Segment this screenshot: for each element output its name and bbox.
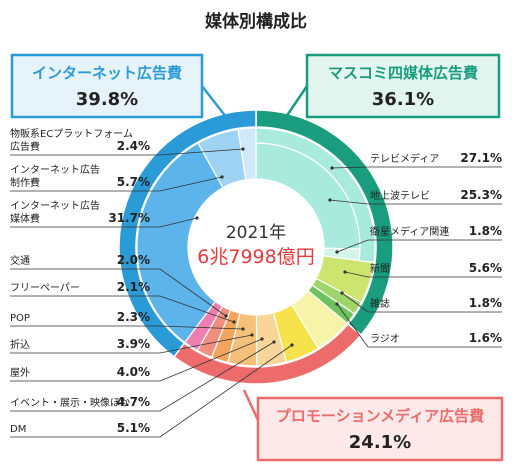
right-leader-dot bbox=[335, 302, 339, 306]
left-leader-line bbox=[10, 325, 244, 330]
left-leader-line bbox=[10, 334, 253, 354]
right-label-value: 25.3% bbox=[460, 188, 502, 202]
right-leader-line bbox=[341, 292, 502, 313]
left-label-value: 4.7% bbox=[117, 395, 150, 409]
callout-box-mass bbox=[305, 53, 501, 119]
donut-rings bbox=[118, 109, 394, 385]
right-label-text: テレビメディア bbox=[370, 152, 439, 165]
right-label-text: 衛星メディア関連 bbox=[370, 225, 449, 238]
right-label-value: 1.8% bbox=[469, 296, 502, 310]
right-leader-line bbox=[331, 166, 502, 169]
callout-name-promo: プロモーションメディア広告費 bbox=[276, 407, 484, 425]
left-label-text: POP bbox=[10, 313, 30, 324]
callout-value-internet: 39.8% bbox=[76, 89, 138, 110]
left-leader-line bbox=[10, 217, 198, 228]
callout-value-mass: 36.1% bbox=[372, 89, 434, 110]
callout-box-promo bbox=[256, 396, 504, 462]
category-callouts: インターネット広告費 39.8% マスコミ四媒体広告費 36.1% プロモーションメディ… bbox=[10, 53, 504, 462]
right-leader-dot bbox=[343, 270, 347, 274]
right-label-value: 5.6% bbox=[469, 261, 502, 275]
ring-category-internet bbox=[118, 109, 257, 358]
left-label-text: フリーペーパー bbox=[10, 282, 80, 294]
left-label-value: 4.0% bbox=[117, 365, 150, 379]
right-label-value: 1.6% bbox=[469, 331, 502, 345]
left-label-value: 2.1% bbox=[117, 280, 150, 294]
right-leader-dot bbox=[335, 250, 339, 254]
callout-connector-mass bbox=[282, 85, 309, 121]
left-label-value: 5.1% bbox=[117, 421, 150, 435]
left-leader-dot bbox=[241, 327, 245, 331]
callout-connector-promo bbox=[242, 389, 260, 421]
left-label-text: インターネット広告 bbox=[10, 199, 100, 212]
left-leader-line bbox=[10, 344, 293, 438]
callout-name-mass: マスコミ四媒体広告費 bbox=[328, 64, 478, 82]
left-label-value: 2.3% bbox=[117, 310, 150, 324]
left-label-text: 制作費 bbox=[10, 176, 40, 189]
left-leader-dot bbox=[195, 216, 199, 220]
left-leader-line bbox=[10, 148, 244, 156]
right-label-text: 地上波テレビ bbox=[370, 189, 430, 202]
callout-name-internet: インターネット広告費 bbox=[32, 64, 182, 82]
callout-value-promo: 24.1% bbox=[349, 432, 411, 453]
left-leader-dot bbox=[232, 320, 236, 324]
left-leader-line bbox=[10, 338, 263, 382]
left-leader-dot bbox=[260, 337, 264, 341]
center-total: 6兆7998億円 bbox=[197, 246, 314, 268]
right-leader-dot bbox=[330, 166, 334, 170]
left-label-value: 2.4% bbox=[117, 139, 150, 153]
left-leader-dot bbox=[250, 333, 254, 337]
center-year: 2021年 bbox=[226, 223, 286, 243]
left-label-value: 5.7% bbox=[117, 175, 150, 189]
left-label-value: 31.7% bbox=[108, 211, 150, 225]
left-label-text: 広告費 bbox=[10, 140, 40, 153]
ring-segment-11 bbox=[136, 142, 224, 344]
left-label-text: 折込 bbox=[10, 338, 30, 351]
callout-box-internet bbox=[10, 53, 204, 119]
left-leader-dot bbox=[241, 147, 245, 151]
left-label-text: 屋外 bbox=[10, 367, 30, 379]
right-leader-dot bbox=[328, 198, 332, 202]
left-label-value: 2.0% bbox=[117, 253, 150, 267]
left-leader-line bbox=[10, 295, 235, 323]
left-label-text: 交通 bbox=[10, 254, 30, 267]
left-label-text: 物販系ECプラットフォーム bbox=[10, 127, 133, 140]
chart-title: 媒体別構成比 bbox=[205, 11, 307, 32]
left-leader-dot bbox=[224, 314, 228, 318]
left-label-value: 3.9% bbox=[117, 337, 150, 351]
right-label-text: ラジオ bbox=[370, 333, 400, 345]
left-label-text: DM bbox=[10, 424, 26, 435]
right-label-text: 雑誌 bbox=[370, 297, 390, 310]
left-leader-dot bbox=[220, 175, 224, 179]
right-leader-line bbox=[329, 199, 502, 205]
left-leader-line bbox=[10, 176, 223, 192]
right-label-text: 新聞 bbox=[370, 262, 390, 275]
left-leader-line bbox=[10, 341, 275, 412]
left-label-text: インターネット広告 bbox=[10, 163, 100, 176]
ring-segment-13 bbox=[237, 127, 257, 181]
leader-lines bbox=[10, 147, 502, 438]
right-leader-dot bbox=[340, 291, 344, 295]
left-label-text: イベント・展示・映像ほか bbox=[10, 397, 130, 409]
left-leader-dot bbox=[272, 340, 276, 344]
right-label-value: 27.1% bbox=[460, 151, 502, 165]
donut-hole bbox=[189, 180, 323, 314]
right-leader-line bbox=[336, 239, 502, 253]
right-leader-line bbox=[344, 271, 502, 278]
right-label-value: 1.8% bbox=[469, 224, 502, 238]
left-leader-dot bbox=[290, 343, 294, 347]
left-leader-line bbox=[10, 268, 227, 317]
left-label-text: 媒体費 bbox=[10, 212, 40, 225]
right-leader-line bbox=[336, 303, 502, 348]
callout-connector-internet bbox=[201, 85, 231, 123]
